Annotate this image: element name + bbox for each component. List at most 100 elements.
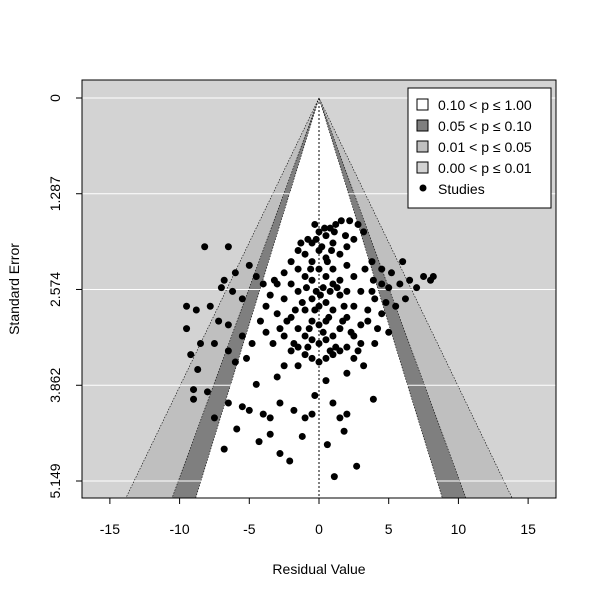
study-point (238, 295, 246, 303)
legend-box (407, 87, 552, 209)
study-point (339, 317, 347, 325)
study-point (224, 347, 232, 355)
study-point (364, 317, 372, 325)
study-point (350, 354, 358, 362)
study-point (287, 258, 295, 266)
study-point (360, 228, 368, 236)
study-point (298, 299, 306, 307)
study-point (259, 410, 267, 418)
legend-swatch-p001-005 (416, 140, 429, 153)
study-point (336, 276, 344, 284)
study-point (301, 332, 309, 340)
x-axis-label: Residual Value (272, 561, 365, 577)
study-point (245, 261, 253, 269)
study-point (311, 306, 319, 314)
study-point (321, 224, 329, 232)
study-point (308, 317, 316, 325)
study-point (311, 220, 319, 228)
y-tick-label-0: 0 (47, 94, 63, 102)
study-point (343, 369, 351, 377)
study-point (308, 276, 316, 284)
study-point (353, 462, 361, 470)
study-point (322, 354, 330, 362)
study-point (350, 302, 358, 310)
study-point (399, 258, 407, 266)
study-point (287, 347, 295, 355)
study-point (357, 287, 365, 295)
y-tick-label-2: 2.574 (47, 272, 63, 307)
legend-swatch-p000-001 (416, 161, 429, 174)
study-point (280, 362, 288, 370)
study-point (305, 325, 313, 333)
study-point (336, 325, 344, 333)
study-point (252, 273, 260, 281)
study-point (290, 339, 298, 347)
study-point (361, 265, 369, 273)
study-point (329, 332, 337, 340)
study-point (266, 291, 274, 299)
x-tick-label-6: 15 (520, 521, 536, 537)
study-point (273, 373, 281, 381)
study-point (298, 432, 306, 440)
study-point (336, 250, 344, 258)
study-point (322, 232, 330, 240)
study-point (294, 246, 302, 254)
study-point (231, 269, 239, 277)
study-point (343, 410, 351, 418)
study-point (354, 220, 362, 228)
study-point (273, 310, 281, 318)
study-point (280, 269, 288, 277)
study-point (385, 284, 393, 292)
study-point (197, 339, 204, 347)
study-point (343, 287, 351, 295)
study-point (262, 302, 270, 310)
legend-marker-studies (419, 184, 427, 192)
study-point (336, 414, 344, 422)
study-point (341, 232, 349, 240)
study-point (336, 291, 344, 299)
study-point (194, 365, 202, 373)
study-point (245, 406, 253, 414)
study-point (382, 299, 390, 307)
study-point (328, 246, 336, 254)
study-point (238, 403, 246, 411)
legend-label-studies: Studies (438, 181, 485, 197)
study-point (332, 343, 340, 351)
study-point (224, 399, 232, 407)
study-point (368, 258, 376, 266)
study-point (343, 261, 351, 269)
study-point (392, 302, 400, 310)
study-point (369, 276, 377, 284)
study-point (243, 354, 251, 362)
study-point (304, 343, 312, 351)
study-point (262, 328, 270, 336)
study-point (347, 328, 355, 336)
study-point (210, 414, 218, 422)
study-point (294, 265, 302, 273)
study-point (308, 336, 316, 344)
study-point (329, 265, 337, 273)
study-point (183, 325, 191, 333)
legend-label-p001-005: 0.01 < p ≤ 0.05 (438, 139, 532, 155)
study-point (308, 354, 316, 362)
study-point (308, 410, 316, 418)
study-point (337, 217, 345, 225)
study-point (220, 276, 228, 284)
study-point (307, 265, 315, 273)
study-point (413, 284, 421, 292)
study-point (301, 273, 309, 281)
x-tick-label-0: -15 (100, 521, 120, 537)
study-point (283, 317, 291, 325)
study-point (378, 310, 386, 318)
study-point (318, 243, 326, 251)
study-point (301, 414, 309, 422)
study-point (224, 243, 232, 251)
legend-label-p010-100: 0.10 < p ≤ 1.00 (438, 97, 532, 113)
study-point (333, 284, 341, 292)
study-point (374, 325, 382, 333)
study-point (229, 287, 237, 295)
study-point (354, 347, 362, 355)
study-point (326, 287, 334, 295)
study-point (266, 414, 274, 422)
study-point (406, 276, 414, 284)
